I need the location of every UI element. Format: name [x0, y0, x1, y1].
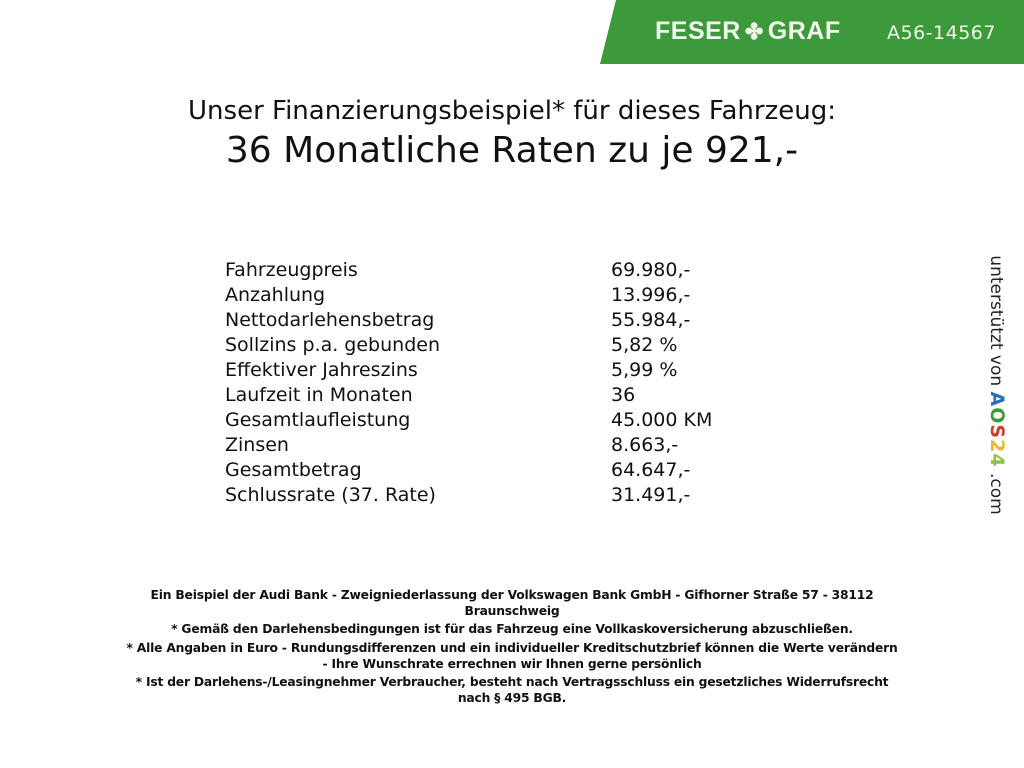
vehicle-code: A56-14567 [887, 22, 996, 44]
table-row: Nettodarlehensbetrag 55.984,- [225, 308, 745, 333]
footer-line: * Alle Angaben in Euro - Rundungsdiffere… [126, 641, 898, 655]
table-row: Effektiver Jahreszins 5,99 % [225, 358, 745, 383]
monthly-rate-headline: 36 Monatliche Raten zu je 921,- [225, 130, 799, 171]
aos24-logo: AOS24 [986, 391, 1008, 468]
supported-by-label: unterstützt von AOS24 .com [986, 255, 1008, 514]
row-label: Gesamtlaufleistung [225, 409, 411, 431]
footer-line: Ein Beispiel der Audi Bank - Zweignieder… [150, 588, 874, 602]
footer-line: * Gemäß den Darlehensbedingungen ist für… [171, 622, 853, 636]
row-label: Effektiver Jahreszins [225, 359, 418, 381]
row-value: 5,82 % [611, 334, 678, 356]
footer-line: * Ist der Darlehens-/Leasingnehmer Verbr… [135, 675, 889, 689]
row-value: 13.996,- [611, 284, 691, 306]
brand-banner [600, 0, 1024, 64]
row-label: Fahrzeugpreis [225, 259, 358, 281]
row-label: Anzahlung [225, 284, 326, 306]
table-row: Zinsen 8.663,- [225, 433, 745, 458]
row-label: Sollzins p.a. gebunden [225, 334, 440, 356]
table-row: Schlussrate (37. Rate) 31.491,- [225, 483, 745, 508]
footer-line: nach § 495 BGB. [457, 691, 567, 705]
brand-name-right: GRAF [767, 17, 841, 45]
clover-icon: ✤ [744, 19, 764, 44]
row-value: 5,99 % [611, 359, 678, 381]
domain-suffix: .com [986, 472, 1006, 515]
row-value: 36 [611, 384, 636, 406]
table-row: Fahrzeugpreis 69.980,- [225, 258, 745, 283]
supported-by-text: unterstützt von [986, 255, 1006, 387]
table-row: Gesamtlaufleistung 45.000 KM [225, 408, 745, 433]
row-value: 31.491,- [611, 484, 691, 506]
table-row: Gesamtbetrag 64.647,- [225, 458, 745, 483]
table-row: Sollzins p.a. gebunden 5,82 % [225, 333, 745, 358]
table-row: Laufzeit in Monaten 36 [225, 383, 745, 408]
headline: Unser Finanzierungsbeispiel* für dieses … [188, 96, 836, 126]
row-value: 55.984,- [611, 309, 691, 331]
row-value: 64.647,- [611, 459, 691, 481]
table-row: Anzahlung 13.996,- [225, 283, 745, 308]
legal-footer: Ein Beispiel der Audi Bank - Zweignieder… [0, 586, 1024, 707]
footer-line: - Ihre Wunschrate errechnen wir Ihnen ge… [322, 657, 702, 671]
row-label: Gesamtbetrag [225, 459, 362, 481]
row-label: Laufzeit in Monaten [225, 384, 413, 406]
row-value: 45.000 KM [611, 409, 713, 431]
row-value: 8.663,- [611, 434, 679, 456]
brand-logo: FESER ✤ GRAF [655, 17, 841, 46]
brand-name-left: FESER [655, 17, 741, 45]
finance-table: Fahrzeugpreis 69.980,- Anzahlung 13.996,- … [225, 258, 745, 508]
row-value: 69.980,- [611, 259, 691, 281]
row-label: Nettodarlehensbetrag [225, 309, 435, 331]
row-label: Zinsen [225, 434, 289, 456]
row-label: Schlussrate (37. Rate) [225, 484, 436, 506]
footer-line: Braunschweig [464, 604, 560, 618]
